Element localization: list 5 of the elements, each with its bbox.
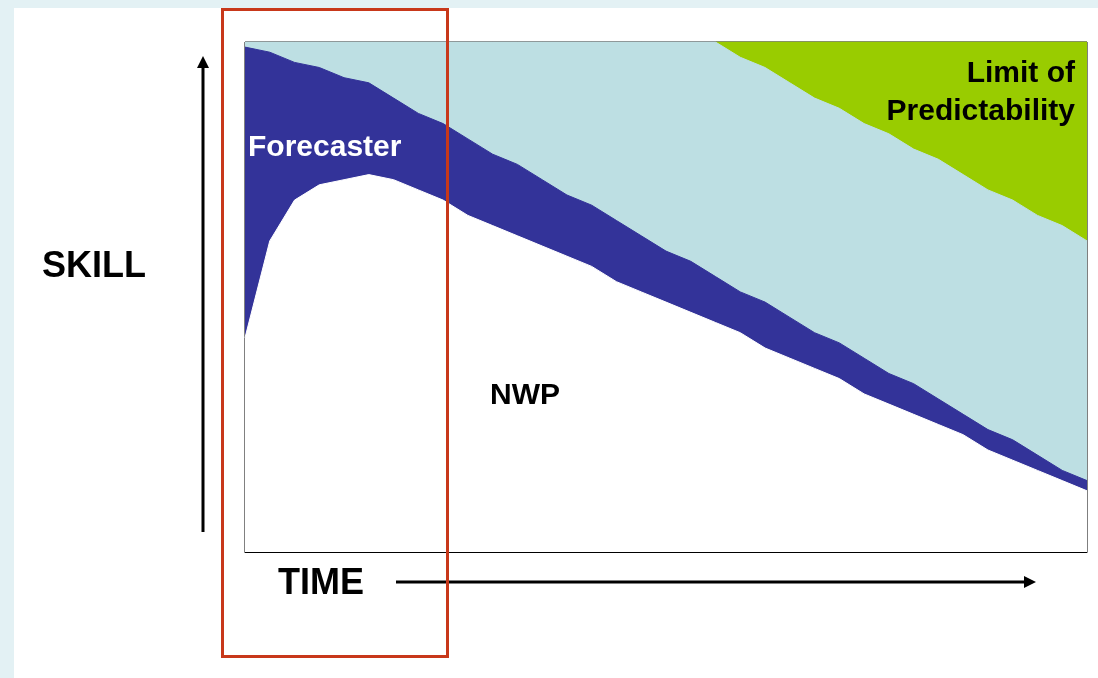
series-label: NWP — [490, 376, 560, 410]
y-axis-title: SKILL — [42, 243, 146, 285]
series-label: Limit of Predictability — [886, 54, 1077, 126]
x-axis-title: TIME — [278, 560, 364, 602]
series-label: Forecaster — [248, 128, 402, 162]
